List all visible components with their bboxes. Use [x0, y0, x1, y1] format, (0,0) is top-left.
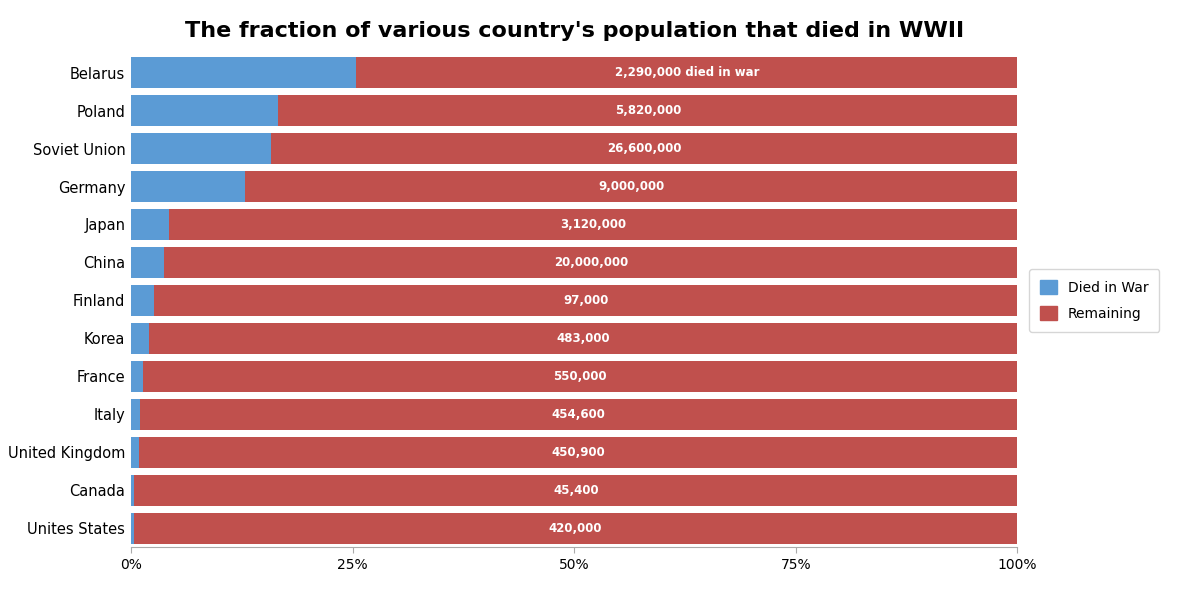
Bar: [139, 437, 1017, 468]
Bar: [278, 95, 1017, 126]
Bar: [271, 133, 1017, 164]
Text: 550,000: 550,000: [553, 370, 607, 383]
Bar: [131, 247, 164, 278]
Bar: [131, 513, 133, 544]
Bar: [155, 285, 1017, 316]
Bar: [131, 323, 149, 354]
Text: 45,400: 45,400: [553, 484, 599, 497]
Text: 2,290,000 died in war: 2,290,000 died in war: [615, 66, 759, 79]
Bar: [131, 285, 155, 316]
Text: 20,000,000: 20,000,000: [553, 256, 628, 269]
Text: 483,000: 483,000: [556, 332, 610, 345]
Bar: [143, 361, 1017, 392]
Bar: [169, 209, 1017, 240]
Bar: [131, 361, 143, 392]
Bar: [357, 57, 1017, 88]
Bar: [131, 171, 245, 202]
Bar: [134, 475, 1017, 506]
Text: 9,000,000: 9,000,000: [599, 180, 664, 193]
Legend: Died in War, Remaining: Died in War, Remaining: [1029, 269, 1159, 332]
Bar: [131, 95, 278, 126]
Bar: [131, 57, 357, 88]
Bar: [131, 475, 134, 506]
Text: 5,820,000: 5,820,000: [615, 104, 681, 117]
Text: 420,000: 420,000: [549, 522, 602, 535]
Bar: [164, 247, 1017, 278]
Text: 3,120,000: 3,120,000: [560, 218, 626, 231]
Text: 26,600,000: 26,600,000: [607, 142, 682, 155]
Text: 454,600: 454,600: [552, 408, 606, 421]
Title: The fraction of various country's population that died in WWII: The fraction of various country's popula…: [184, 21, 964, 41]
Bar: [149, 323, 1017, 354]
Bar: [133, 513, 1017, 544]
Bar: [131, 209, 169, 240]
Bar: [245, 171, 1017, 202]
Text: 97,000: 97,000: [563, 294, 608, 307]
Bar: [131, 399, 140, 430]
Bar: [131, 437, 139, 468]
Text: 450,900: 450,900: [551, 446, 606, 459]
Bar: [140, 399, 1017, 430]
Bar: [131, 133, 271, 164]
